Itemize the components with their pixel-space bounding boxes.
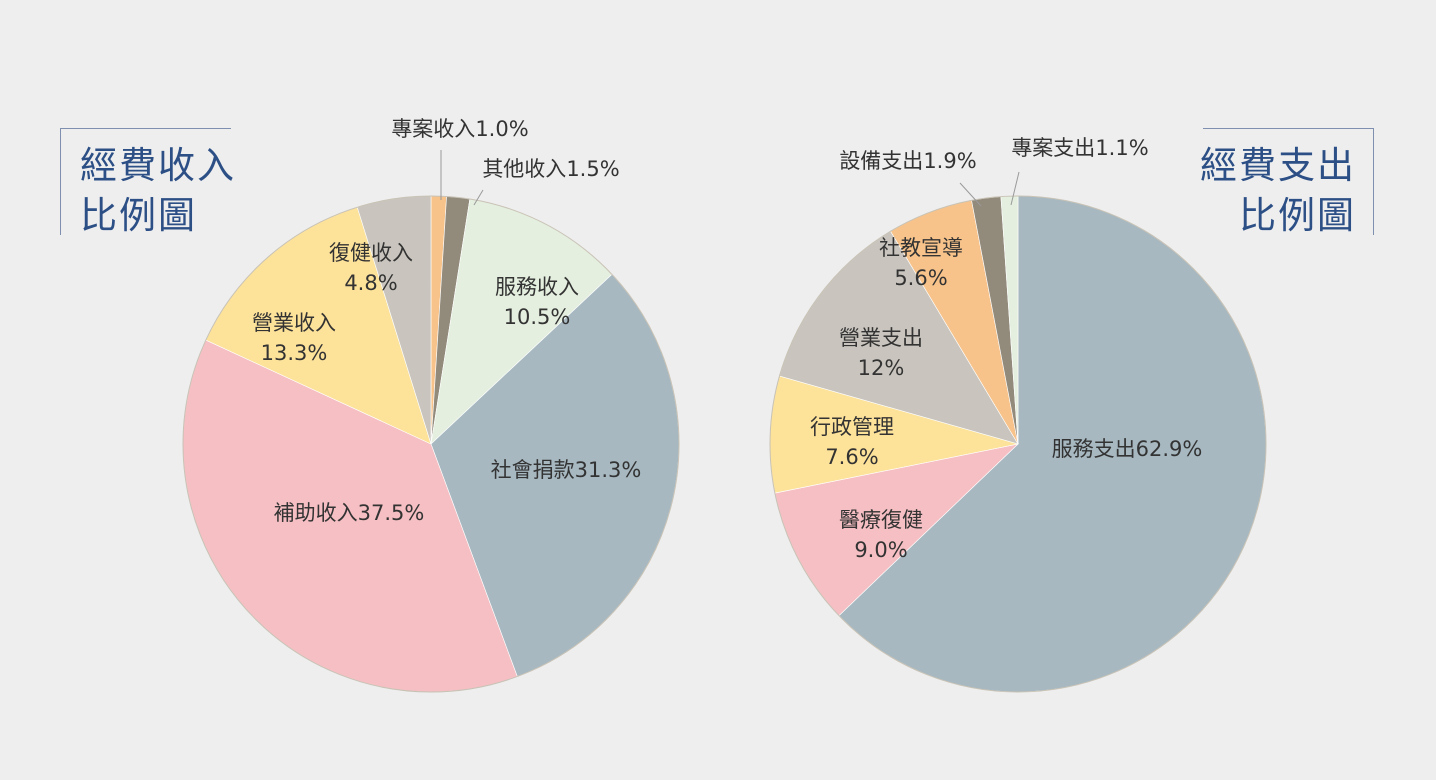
slice-label: 復健收入 4.8% [329,241,413,295]
slice-category: 服務支出 [1052,437,1136,461]
slice-category: 社教宣導 [879,236,963,260]
slice-percent: 37.5% [358,501,425,525]
slice-category: 專案支出 [1011,136,1095,160]
slice-category: 補助收入 [274,501,358,525]
income-title-line2: 比例圖 [80,194,197,237]
slice-category: 社會捐款 [491,458,575,482]
expense-chart-title: 經費支出 比例圖 [1200,141,1356,241]
slice-category: 其他收入 [482,157,566,181]
slice-label: 醫療復健 9.0% [839,508,923,562]
leader-line [959,182,982,207]
slice-category: 復健收入 [329,241,413,265]
slice-label: 服務收入 10.5% [495,275,579,329]
expense-title-line1: 經費支出 [1200,144,1356,187]
income-chart-title: 經費收入 比例圖 [80,141,236,241]
slice-category: 營業收入 [252,311,336,335]
income-title-bracket [60,128,231,235]
slice-label: 社會捐款31.3% [491,458,642,482]
pie-chart-1: 專案收入1.0% 其他收入1.5% 服務收入 10.5% 社會捐款31.3% 補助收入37… [182,117,680,693]
slice-percent: 10.5% [504,305,571,329]
slice-label: 營業支出 12% [839,326,923,380]
slice-label: 其他收入1.5% [482,157,619,181]
slice-percent: 62.9% [1136,437,1203,461]
slice-label: 專案收入1.0% [391,117,528,141]
slice-label: 服務支出62.9% [1052,437,1203,461]
slice-percent: 1.0% [475,117,528,141]
expense-title-bracket [1203,128,1374,235]
slice-category: 專案收入 [391,117,475,141]
leader-line [473,189,484,206]
slice-percent: 5.6% [894,266,947,290]
slice-label: 補助收入37.5% [274,501,425,525]
expense-title-line2: 比例圖 [1239,194,1356,237]
slice-percent: 12% [858,356,905,380]
slice-category: 服務收入 [495,275,579,299]
pie-outline [769,195,1267,693]
slice-percent: 7.6% [825,445,878,469]
slice-category: 醫療復健 [839,508,923,532]
slice-label: 營業收入 13.3% [252,311,336,365]
slice-category: 營業支出 [839,326,923,350]
slice-label: 專案支出1.1% [1011,136,1148,160]
slice-category: 行政管理 [810,415,894,439]
slice-percent: 1.1% [1095,136,1148,160]
slice-category: 設備支出 [839,149,923,173]
slice-percent: 4.8% [344,271,397,295]
slice-percent: 1.5% [566,157,619,181]
slice-percent: 9.0% [854,538,907,562]
pie-chart-2: 服務支出62.9% 醫療復健 9.0% 行政管理 7.6% 營業支出 12% 社教宣導 5.6%… [769,136,1267,693]
slice-percent: 31.3% [575,458,642,482]
slice-label: 設備支出1.9% [839,149,976,173]
slice-label: 社教宣導 5.6% [879,236,963,290]
leader-line [1010,171,1020,206]
slice-label: 行政管理 7.6% [810,415,894,469]
slice-percent: 13.3% [261,341,328,365]
slice-percent: 1.9% [923,149,976,173]
pie-outline [182,195,680,693]
income-title-line1: 經費收入 [80,144,236,187]
